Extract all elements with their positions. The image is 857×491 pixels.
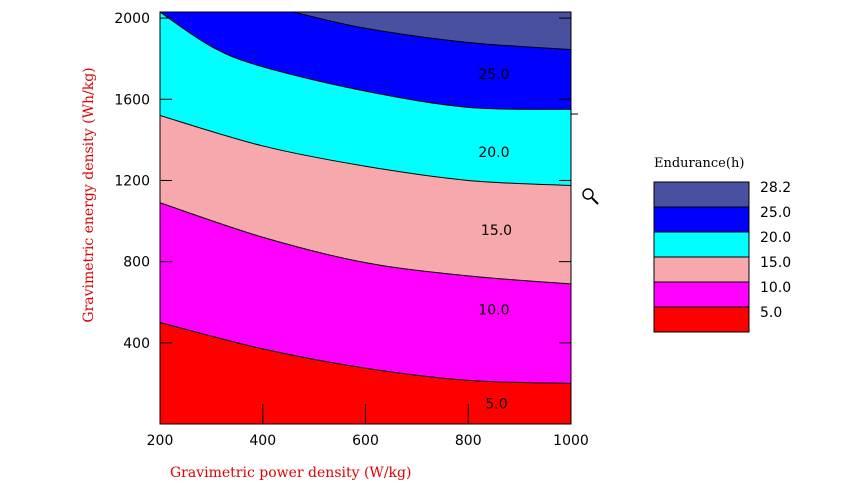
contour-label: 5.0 — [485, 397, 507, 413]
contour-bands — [160, 12, 571, 424]
contour-label: 20.0 — [478, 145, 509, 161]
contour-label: 10.0 — [478, 302, 509, 318]
y-axis-title: Gravimetric energy density (Wh/kg) — [81, 67, 97, 322]
legend-title: Endurance(h) — [654, 156, 744, 171]
y-tick-label: 2000 — [114, 11, 150, 27]
y-tick-label: 800 — [123, 255, 150, 271]
y-tick-label: 1200 — [114, 173, 150, 189]
y-tick-labels: 400 800 1200 1600 2000 — [114, 11, 150, 352]
x-axis-title: Gravimetric power density (W/kg) — [170, 465, 411, 481]
inner-ticks — [160, 17, 571, 424]
contour-line-10 — [160, 202, 571, 285]
legend-tick-label: 5.0 — [760, 305, 782, 321]
legend-swatch — [653, 256, 750, 283]
contour-lines — [160, 12, 571, 384]
legend-tick-label: 10.0 — [760, 280, 791, 296]
legend-swatch — [653, 181, 750, 208]
contour-line-5 — [160, 322, 571, 384]
contour-line-20 — [160, 12, 571, 110]
legend-tick-label: 20.0 — [760, 230, 791, 246]
x-tick-labels: 200 400 600 800 1000 — [147, 433, 589, 449]
contour-line-15 — [160, 115, 571, 187]
y-tick-label: 1600 — [114, 92, 150, 108]
legend-tick-label: 25.0 — [760, 205, 791, 221]
x-tick-label: 800 — [455, 433, 482, 449]
x-tick-label: 200 — [147, 433, 174, 449]
x-tick-label: 1000 — [553, 433, 589, 449]
magnifier-icon — [582, 188, 599, 205]
band-below-5 — [160, 322, 571, 424]
contour-line-25 — [293, 12, 571, 51]
legend-tick-label: 28.2 — [760, 180, 791, 196]
legend-tick-labels: 28.2 25.0 20.0 15.0 10.0 5.0 — [760, 180, 791, 321]
contour-label: 25.0 — [478, 67, 509, 83]
legend-swatch — [653, 231, 750, 258]
legend-swatch — [653, 306, 750, 333]
legend-swatch — [653, 281, 750, 308]
plot-frame — [159, 11, 572, 425]
legend-swatches — [653, 181, 750, 333]
contour-labels: 25.0 20.0 15.0 10.0 5.0 — [478, 67, 512, 413]
x-tick-label: 600 — [352, 433, 379, 449]
legend-swatch — [653, 206, 750, 233]
legend-tick-label: 15.0 — [760, 255, 791, 271]
contour-label: 15.0 — [481, 223, 512, 239]
x-tick-label: 400 — [249, 433, 276, 449]
y-tick-label: 400 — [123, 336, 150, 352]
legend: Endurance(h) 28.2 25.0 20.0 15.0 10.0 5.0 — [653, 156, 791, 333]
